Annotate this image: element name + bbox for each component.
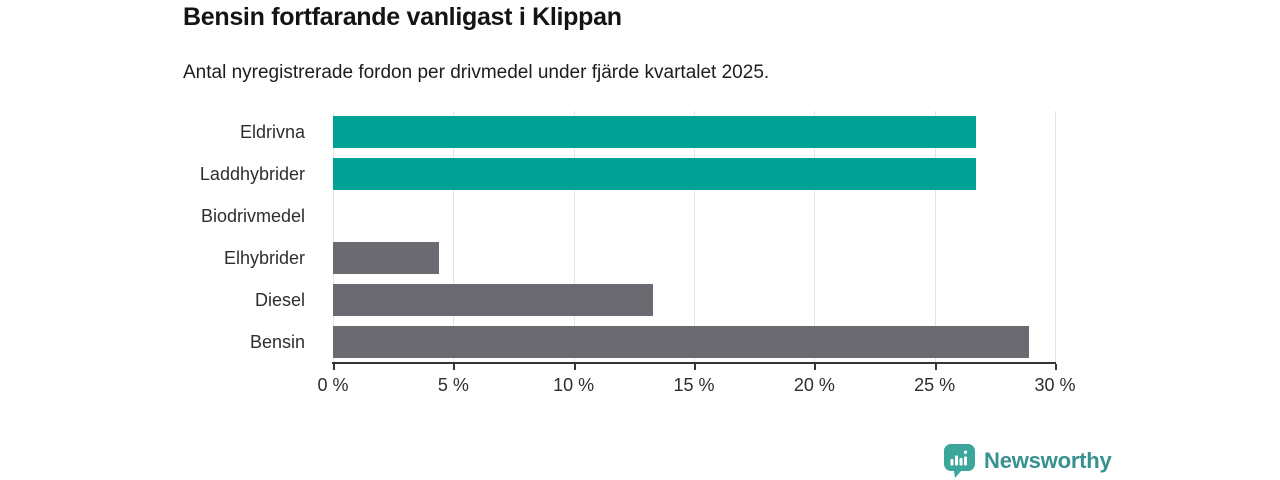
x-tick [814, 364, 817, 370]
x-tick-label: 25 % [914, 375, 956, 395]
bar-elhybrider [333, 242, 439, 274]
x-tick-label: 10 % [553, 375, 595, 395]
category-label: Diesel [254, 289, 305, 310]
gridline [453, 111, 455, 363]
gridline [814, 111, 816, 363]
chart-subtitle: Antal nyregistrerade fordon per drivmede… [183, 62, 770, 83]
bar-diesel [333, 284, 654, 316]
gridline [934, 111, 936, 363]
chart-title: Bensin fortfarande vanligast i Klippan [183, 3, 622, 31]
x-tick-label: 20 % [793, 375, 835, 395]
x-tick [453, 364, 456, 370]
x-tick [1055, 364, 1057, 370]
brand-logo: Newsworthy [944, 444, 1112, 478]
category-label: Laddhybrider [199, 163, 305, 184]
x-tick [934, 364, 937, 370]
brand-wordmark: Newsworthy [984, 448, 1112, 473]
y-axis-labels: Eldrivna Laddhybrider Biodrivmedel Elhybrid… [0, 111, 319, 363]
x-tick-label: 15 % [673, 375, 715, 395]
x-tick-label: 30 % [1034, 375, 1076, 395]
bar-eldrivna [333, 116, 976, 148]
gridline [1055, 111, 1056, 363]
bar-bensin [333, 326, 1029, 358]
x-tick-label: 0 % [317, 375, 349, 395]
x-tick [333, 364, 335, 370]
x-tick-label: 5 % [437, 375, 469, 395]
x-tick [694, 364, 696, 370]
category-label: Biodrivmedel [200, 205, 305, 226]
plot-area [333, 111, 1056, 363]
category-label: Eldrivna [239, 121, 305, 142]
category-label: Elhybrider [223, 247, 305, 268]
gridline [333, 111, 334, 363]
gridline [694, 111, 695, 363]
bar-laddhybrider [333, 158, 976, 190]
newsworthy-logo-icon [944, 444, 975, 478]
category-label: Bensin [249, 331, 305, 352]
gridline [573, 111, 575, 363]
x-axis-line [332, 362, 1056, 364]
x-tick [573, 364, 576, 370]
